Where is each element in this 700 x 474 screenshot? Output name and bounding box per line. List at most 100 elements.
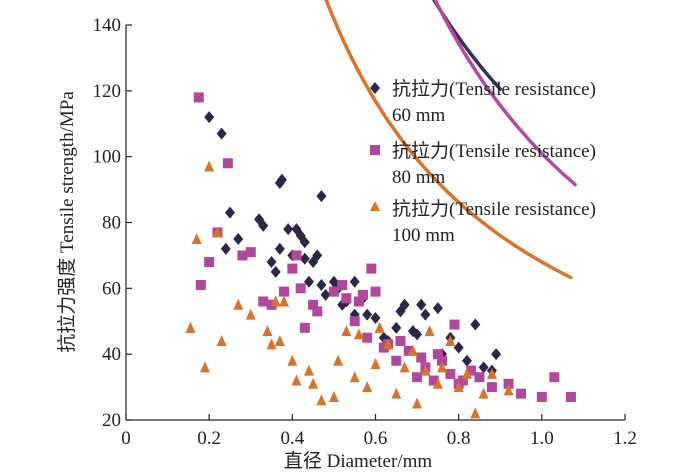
data-point-100mm: [478, 387, 489, 399]
data-point-60mm: [349, 275, 360, 288]
y-tick-label: 40: [102, 344, 121, 365]
data-point-100mm: [412, 397, 423, 409]
data-point-100mm: [374, 321, 385, 333]
legend-label-60mm-line2: 60 mm: [392, 105, 446, 126]
data-point-80mm: [291, 250, 302, 261]
legend-entry-60mm: 抗拉力(Tensile resistance) 60 mm: [370, 78, 596, 126]
y-tick-label: 60: [102, 278, 121, 299]
data-point-60mm: [266, 256, 277, 268]
legend-label-100mm-line1: 抗拉力(Tensile resistance): [392, 198, 596, 220]
legend-entry-100mm: 抗拉力(Tensile resistance) 100 mm: [370, 198, 596, 246]
x-tick-label: 1.0: [530, 428, 554, 449]
data-point-80mm: [536, 391, 547, 402]
data-point-100mm: [470, 407, 481, 419]
x-ticks: 0 0.2 0.4 0.6 0.8 1.0 1.2: [121, 414, 637, 449]
legend-label-80mm-line1: 抗拉力(Tensile resistance): [392, 140, 596, 162]
plot-area: [185, 0, 577, 419]
data-point-80mm: [358, 289, 369, 300]
data-point-60mm: [412, 328, 423, 341]
data-point-60mm: [391, 321, 402, 334]
legend-label-60mm-line1: 抗拉力(Tensile resistance): [392, 78, 596, 100]
data-point-100mm: [353, 328, 364, 340]
data-point-100mm: [212, 226, 223, 238]
data-point-100mm: [287, 354, 298, 366]
y-axis-title: 抗拉力强度 Tensile strength/MPa: [56, 91, 78, 353]
data-point-80mm: [428, 375, 439, 386]
y-tick-label: 20: [102, 410, 121, 431]
data-point-60mm: [491, 348, 502, 361]
data-point-60mm: [216, 127, 227, 140]
data-point-80mm: [353, 296, 364, 307]
x-tick-label: 1.2: [613, 428, 637, 449]
data-point-100mm: [262, 325, 273, 337]
data-point-100mm: [204, 160, 215, 172]
data-point-80mm: [466, 365, 477, 376]
data-point-60mm: [220, 242, 231, 255]
data-point-80mm: [395, 336, 406, 346]
data-point-100mm: [391, 387, 402, 399]
data-point-80mm: [195, 280, 206, 291]
data-point-100mm: [303, 364, 314, 376]
data-point-80mm: [457, 375, 468, 386]
data-point-60mm: [283, 223, 294, 236]
data-point-100mm: [291, 374, 302, 386]
data-point-80mm: [193, 92, 204, 103]
data-point-80mm: [341, 293, 352, 304]
data-point-80mm: [412, 372, 423, 383]
data-point-60mm: [204, 111, 215, 124]
data-point-100mm: [437, 361, 448, 373]
data-point-100mm: [382, 338, 393, 350]
data-point-100mm: [349, 371, 360, 383]
data-point-60mm: [299, 252, 310, 265]
data-point-80mm: [258, 296, 269, 307]
data-point-60mm: [312, 249, 323, 262]
data-point-80mm: [437, 355, 448, 366]
data-point-100mm: [316, 394, 327, 406]
legend: 抗拉力(Tensile resistance) 60 mm 抗拉力(Tensil…: [370, 78, 596, 246]
data-point-80mm: [432, 349, 443, 360]
data-point-80mm: [486, 382, 497, 393]
x-tick-label: 0: [121, 428, 131, 449]
data-point-100mm: [341, 325, 352, 337]
data-point-100mm: [503, 384, 514, 396]
data-point-60mm: [320, 288, 331, 301]
data-point-100mm: [191, 232, 202, 244]
data-point-80mm: [474, 372, 485, 383]
data-point-100mm: [424, 325, 435, 337]
legend-marker-square: [370, 145, 380, 155]
data-point-100mm: [399, 361, 410, 373]
trend-line-60mm: [431, 0, 503, 91]
data-point-80mm: [337, 280, 348, 291]
legend-marker-triangle: [370, 201, 380, 211]
data-point-60mm: [316, 190, 327, 203]
data-point-80mm: [287, 263, 298, 274]
legend-label-80mm-line2: 80 mm: [392, 167, 446, 188]
trend-line-80mm: [433, 0, 577, 187]
data-point-100mm: [216, 335, 227, 346]
data-point-80mm: [237, 250, 248, 261]
data-point-80mm: [349, 316, 360, 327]
data-point-60mm: [399, 298, 410, 311]
data-point-100mm: [420, 364, 431, 376]
data-point-80mm: [312, 306, 323, 317]
data-point-60mm: [416, 298, 427, 311]
data-point-100mm: [432, 377, 443, 389]
data-point-60mm: [303, 275, 314, 288]
x-tick-label: 0.8: [447, 428, 471, 449]
data-point-100mm: [274, 335, 285, 346]
y-tick-label: 80: [102, 213, 121, 234]
data-point-100mm: [407, 344, 418, 356]
data-point-80mm: [245, 247, 256, 258]
data-point-100mm: [461, 367, 472, 379]
data-point-60mm: [420, 308, 431, 321]
x-tick-label: 0.2: [197, 428, 221, 449]
data-point-100mm: [233, 298, 244, 310]
data-point-100mm: [333, 354, 344, 366]
data-point-80mm: [279, 286, 290, 297]
data-point-100mm: [200, 361, 211, 373]
data-point-100mm: [185, 321, 196, 333]
data-point-60mm: [370, 311, 381, 324]
legend-entry-80mm: 抗拉力(Tensile resistance) 80 mm: [370, 140, 596, 188]
data-point-80mm: [516, 388, 527, 399]
